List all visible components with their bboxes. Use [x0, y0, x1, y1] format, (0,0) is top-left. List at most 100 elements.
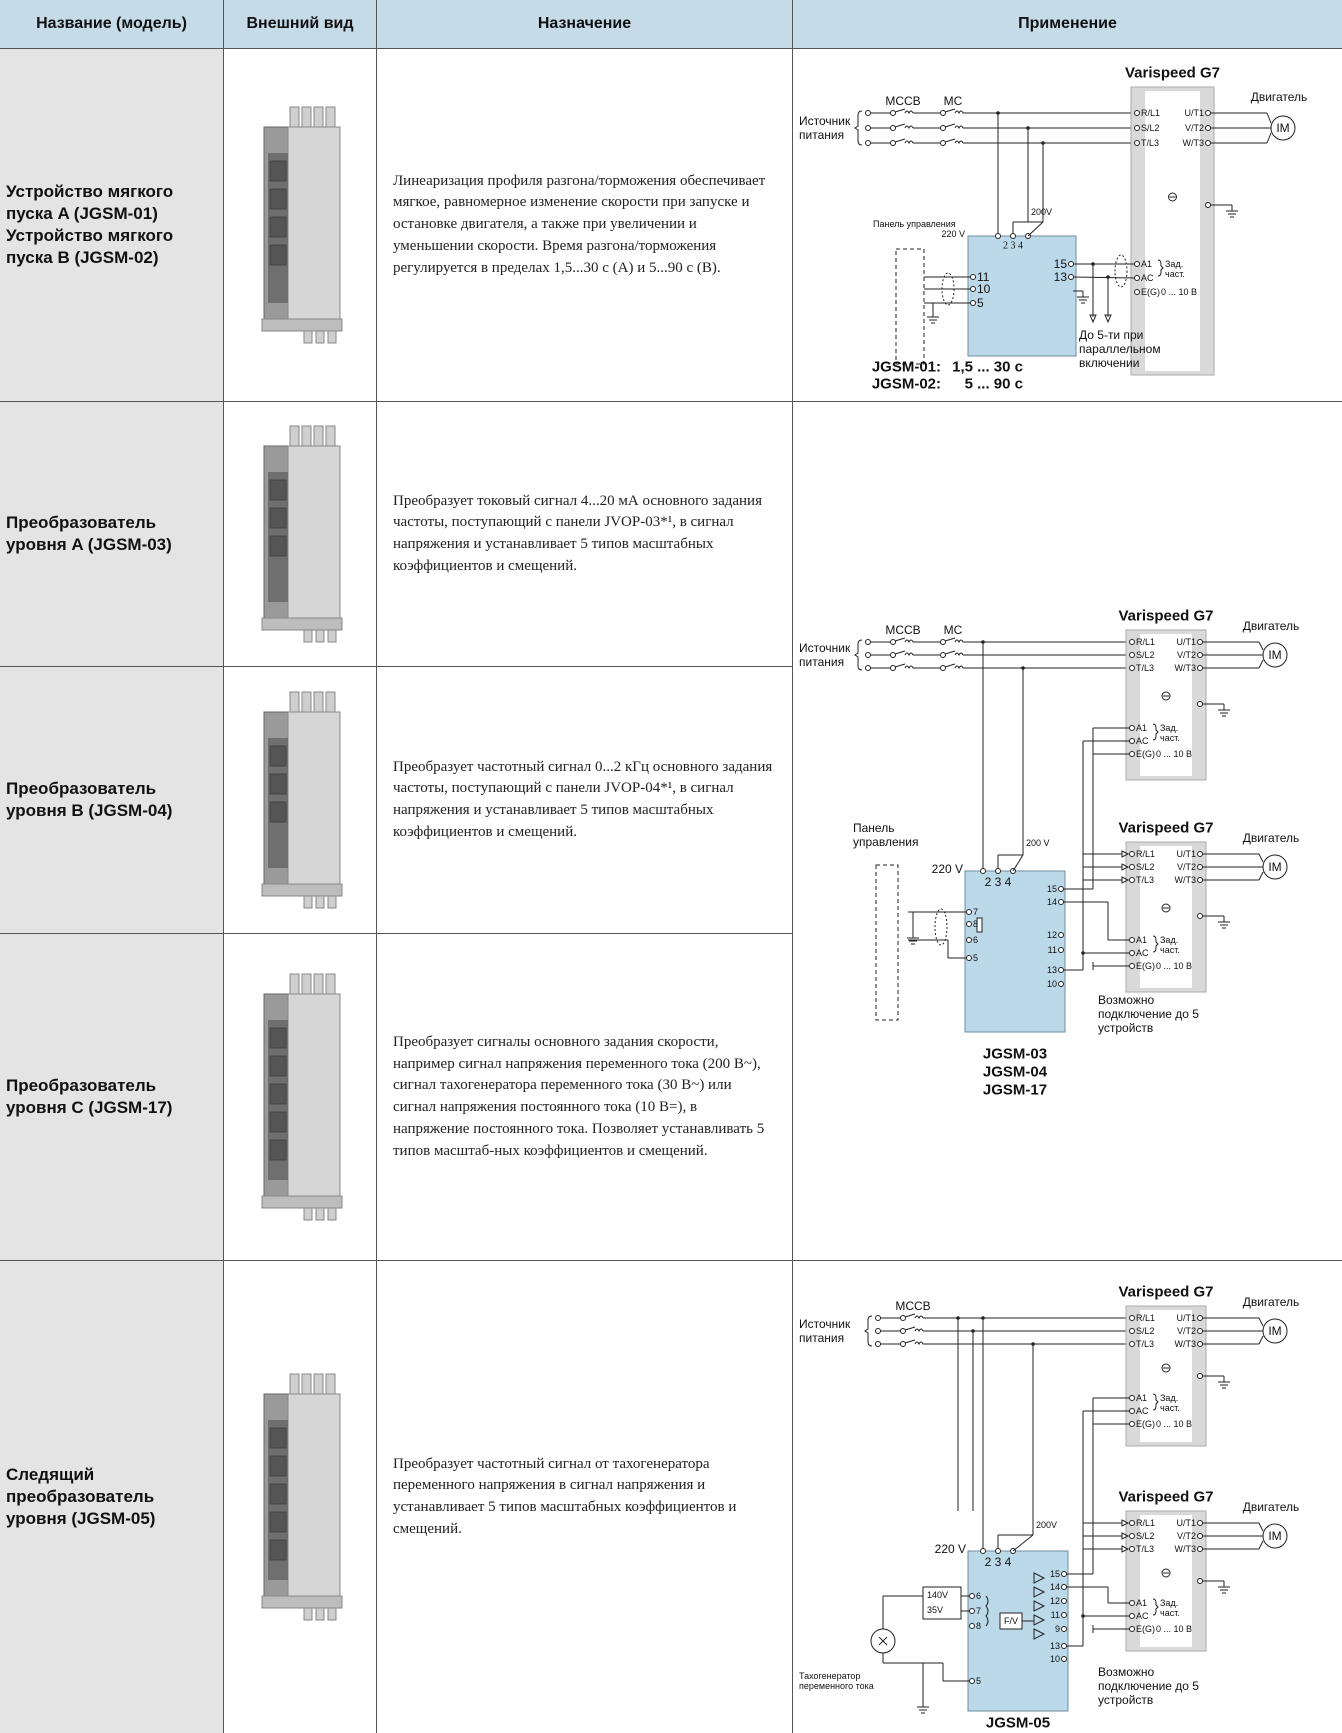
terminal [940, 125, 946, 131]
terminal [1061, 1612, 1067, 1618]
purpose: Преобразует сигналы основного задания ск… [377, 934, 792, 1260]
diagram-label: 200 V [1026, 838, 1050, 848]
device-image [224, 402, 376, 666]
junction [971, 1329, 975, 1333]
wire [1258, 659, 1264, 669]
wire [944, 138, 956, 143]
diagram-label: JGSM-01: [871, 358, 941, 376]
wire [1258, 1522, 1264, 1532]
purpose: Преобразует частотный сигнал от тахогене… [377, 1261, 792, 1733]
device-terminal [315, 330, 325, 344]
device-slot [269, 188, 287, 210]
diagram-label: 2 3 4 [984, 875, 1012, 889]
application-diagram: Источник питания MCCB MC Varispeed G7 R/L1 S/… [793, 402, 1342, 1260]
diagram-label: A1 [1136, 723, 1148, 733]
terminal [875, 1315, 881, 1321]
diagram-label: S/L2 [1136, 862, 1155, 872]
terminal [1205, 125, 1211, 131]
converter-unit [967, 235, 1077, 357]
diagram-label: 200V [1031, 207, 1053, 217]
breaker-coil [954, 140, 964, 145]
terminal [1197, 1328, 1203, 1334]
terminal [1129, 725, 1135, 731]
diagram-label: 15 [1046, 884, 1057, 894]
diagram-label: MCCB [885, 623, 921, 637]
terminal [995, 233, 1001, 239]
terminal [1129, 1600, 1135, 1606]
diagram-label: U/T1 [1176, 637, 1196, 647]
diagram-label: Varispeed G7 [1118, 1488, 1214, 1506]
diagram-label: W/T3 [1174, 1339, 1197, 1349]
brace [854, 110, 863, 146]
diagram-label: 11 [977, 270, 990, 284]
wire [894, 650, 906, 655]
diagram-label: Двигатель [1242, 1295, 1300, 1309]
motor [1270, 115, 1296, 141]
terminal [1129, 963, 1135, 969]
terminal [1129, 1421, 1135, 1427]
inverter-body [1145, 91, 1200, 371]
terminal [1061, 1571, 1067, 1577]
terminal [1058, 947, 1064, 953]
diagram-label: U/T1 [1176, 849, 1196, 859]
terminal [1058, 932, 1064, 938]
terminal [1068, 261, 1074, 267]
diagram-label: 13 [1046, 965, 1057, 975]
arrow-head [1121, 1532, 1130, 1540]
diagram-label: IM [1268, 1529, 1282, 1543]
junction [1031, 1342, 1035, 1346]
breaker-coil [954, 652, 964, 657]
terminal [969, 1678, 975, 1684]
diagram-label: AC [1136, 948, 1149, 958]
device-terminal [327, 330, 337, 344]
diagram-label: Varispeed G7 [1118, 607, 1214, 625]
device-terminal [315, 895, 325, 909]
device-slot [269, 801, 287, 823]
wire [894, 663, 906, 668]
diagram-label: AC [1136, 1611, 1149, 1621]
device-body [287, 126, 341, 328]
device-terminal [303, 1607, 313, 1621]
wire [904, 1313, 916, 1318]
motor [1262, 642, 1288, 668]
device-slot [269, 1483, 287, 1505]
device-rail [261, 883, 343, 897]
breaker-gap [941, 123, 965, 131]
device-slot [269, 1111, 287, 1133]
terminal [1010, 233, 1016, 239]
terminal [1134, 261, 1140, 267]
device-terminal [327, 895, 337, 909]
diagram-label: 6 [973, 935, 979, 945]
terminal [1129, 1341, 1135, 1347]
junction [981, 640, 985, 644]
resistor [976, 917, 983, 933]
device-slot [269, 1539, 287, 1561]
diagram-label: 0 ... 10 В [1156, 1419, 1193, 1429]
breaker-gap [901, 1339, 925, 1347]
device-slot [269, 479, 287, 501]
diagram-label: Двигатель [1250, 90, 1308, 104]
diagram-label: Зад. част. [1160, 1598, 1180, 1618]
terminal [940, 639, 946, 645]
diagram-label: 1,5 ... 30 с [952, 358, 1023, 376]
device-terminal [327, 1607, 337, 1621]
terminal [966, 909, 972, 915]
diagram-label: S/L2 [1136, 1326, 1155, 1336]
junction [996, 111, 1000, 115]
terminal [1134, 289, 1140, 295]
terminal [966, 937, 972, 943]
diagram-label: 220 V [934, 1542, 966, 1556]
terminal [900, 1341, 906, 1347]
wire [894, 123, 906, 128]
diagram-label: W/T3 [1174, 663, 1197, 673]
breaker-gap [941, 650, 965, 658]
brace [1152, 1598, 1159, 1616]
arrow-head [1104, 314, 1112, 324]
breaker-gap [941, 663, 965, 671]
terminal [1061, 1598, 1067, 1604]
terminal [865, 665, 871, 671]
terminal [900, 1315, 906, 1321]
terminal [969, 1593, 975, 1599]
terminal [1197, 877, 1203, 883]
breaker-coil [904, 639, 914, 644]
